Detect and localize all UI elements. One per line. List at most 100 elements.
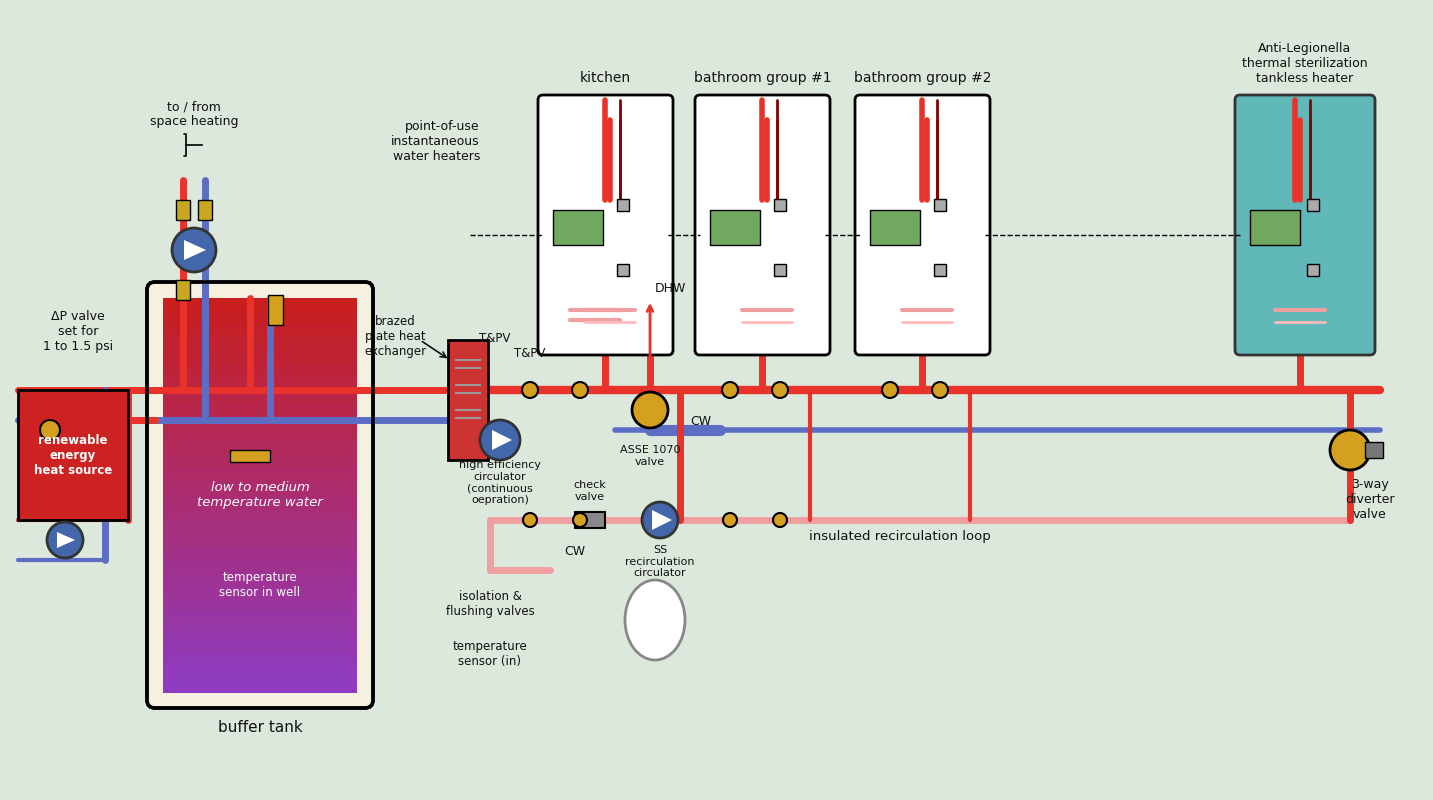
Text: SS
recirculation
circulator: SS recirculation circulator	[625, 545, 695, 578]
Bar	[163, 364, 357, 378]
Circle shape	[480, 420, 520, 460]
Bar	[553, 210, 603, 245]
Bar	[163, 403, 357, 418]
Bar	[163, 311, 357, 326]
Bar	[163, 508, 357, 522]
Text: temperature
sensor in well: temperature sensor in well	[219, 571, 301, 599]
Bar	[1307, 199, 1318, 211]
Circle shape	[572, 382, 588, 398]
Text: 3-way
diverter
valve: 3-way diverter valve	[1346, 478, 1394, 521]
Bar	[163, 416, 357, 430]
Bar	[163, 338, 357, 351]
Bar	[176, 200, 191, 220]
Circle shape	[573, 513, 588, 527]
Bar	[163, 324, 357, 338]
Circle shape	[47, 522, 83, 558]
Text: isolation &
flushing valves: isolation & flushing valves	[446, 590, 535, 618]
FancyBboxPatch shape	[148, 282, 373, 708]
Text: check
valve: check valve	[573, 480, 606, 502]
Bar	[163, 350, 357, 365]
FancyBboxPatch shape	[695, 95, 830, 355]
Text: bathroom group #2: bathroom group #2	[854, 71, 992, 85]
Bar	[163, 639, 357, 654]
Text: ASSE 1070
valve: ASSE 1070 valve	[619, 445, 681, 466]
Polygon shape	[652, 510, 672, 530]
Circle shape	[632, 392, 668, 428]
Bar	[163, 442, 357, 457]
Text: T&PV: T&PV	[479, 332, 510, 345]
Text: ΔP valve
set for
1 to 1.5 psi: ΔP valve set for 1 to 1.5 psi	[43, 310, 113, 353]
Bar	[198, 200, 212, 220]
FancyBboxPatch shape	[449, 340, 489, 460]
Bar	[163, 522, 357, 535]
Bar	[163, 456, 357, 470]
Circle shape	[1330, 430, 1370, 470]
Bar	[163, 469, 357, 483]
Bar	[268, 295, 282, 325]
Text: to / from
space heating: to / from space heating	[150, 100, 238, 128]
Bar	[163, 534, 357, 549]
Bar	[1307, 264, 1318, 276]
Text: low to medium
temperature water: low to medium temperature water	[198, 481, 322, 509]
Ellipse shape	[625, 580, 685, 660]
Text: brazed
plate heat
exchanger: brazed plate heat exchanger	[364, 315, 426, 358]
Bar	[163, 482, 357, 496]
Bar	[709, 210, 759, 245]
Bar	[163, 377, 357, 391]
Bar	[163, 561, 357, 574]
Bar	[618, 264, 629, 276]
Bar	[870, 210, 920, 245]
Polygon shape	[57, 532, 75, 548]
Polygon shape	[492, 430, 512, 450]
Text: high efficiency
circulator
(continuous
oepration): high efficiency circulator (continuous o…	[459, 460, 542, 505]
Bar	[774, 199, 785, 211]
Circle shape	[522, 382, 537, 398]
Text: buffer tank: buffer tank	[218, 720, 302, 735]
Circle shape	[722, 382, 738, 398]
Text: renewable
energy
heat source: renewable energy heat source	[34, 434, 112, 477]
Circle shape	[724, 513, 737, 527]
Bar	[163, 495, 357, 509]
Text: Anti-Legionella
thermal sterilization
tankless heater: Anti-Legionella thermal sterilization ta…	[1242, 42, 1369, 85]
Bar	[163, 298, 357, 312]
Bar	[163, 574, 357, 588]
Bar	[163, 390, 357, 404]
Circle shape	[172, 228, 216, 272]
Bar	[176, 280, 191, 300]
Polygon shape	[183, 240, 206, 260]
Bar	[618, 199, 629, 211]
Text: bathroom group #1: bathroom group #1	[694, 71, 831, 85]
Text: T&PV: T&PV	[514, 347, 546, 360]
Bar	[163, 600, 357, 614]
Circle shape	[523, 513, 537, 527]
Bar	[163, 547, 357, 562]
Bar	[1250, 210, 1300, 245]
Text: DHW: DHW	[655, 282, 686, 295]
Bar	[163, 430, 357, 443]
Circle shape	[40, 420, 60, 440]
Bar	[163, 626, 357, 641]
Circle shape	[772, 382, 788, 398]
Bar	[1366, 442, 1383, 458]
Bar	[163, 679, 357, 693]
FancyBboxPatch shape	[856, 95, 990, 355]
Bar	[934, 199, 946, 211]
FancyBboxPatch shape	[1235, 95, 1376, 355]
Bar	[231, 450, 269, 462]
Bar	[575, 512, 605, 528]
Bar	[163, 587, 357, 601]
Text: point-of-use
instantaneous
water heaters: point-of-use instantaneous water heaters	[391, 120, 480, 163]
Bar	[163, 614, 357, 627]
Text: CW: CW	[691, 415, 711, 428]
Bar	[163, 666, 357, 680]
Text: kitchen: kitchen	[580, 71, 631, 85]
FancyBboxPatch shape	[537, 95, 674, 355]
Bar	[163, 653, 357, 666]
Text: CW: CW	[565, 545, 586, 558]
FancyBboxPatch shape	[19, 390, 128, 520]
Circle shape	[881, 382, 898, 398]
Text: temperature
sensor (in): temperature sensor (in)	[453, 640, 527, 668]
Circle shape	[931, 382, 949, 398]
Circle shape	[642, 502, 678, 538]
Circle shape	[772, 513, 787, 527]
